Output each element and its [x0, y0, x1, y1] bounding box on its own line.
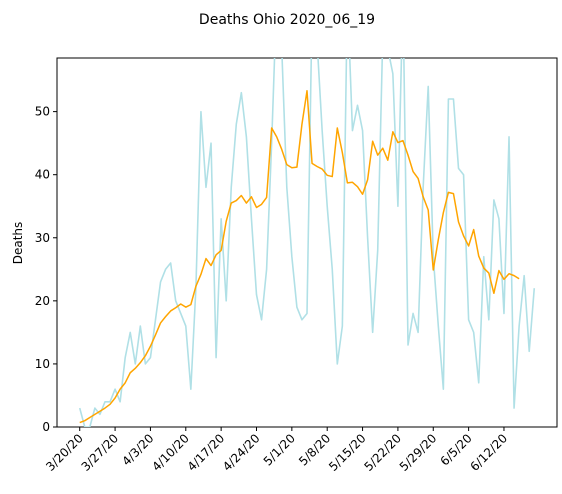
x-tick-label: 5/1/20 — [261, 431, 298, 468]
x-tick-label: 6/12/20 — [467, 431, 510, 474]
x-tick-label: 5/29/20 — [397, 431, 440, 474]
plot-area: 0 10 20 30 40 50 3/20/203/27/204/3/204/10/204… — [35, 57, 558, 474]
series-line-1 — [78, 58, 536, 427]
x-tick-label: 3/20/20 — [43, 431, 86, 474]
plot-frame — [56, 57, 558, 428]
x-tick-label: 4/10/20 — [149, 431, 192, 474]
x-tick-label: 5/15/20 — [326, 431, 369, 474]
y-tick-label: 0 — [42, 420, 50, 434]
series-line-2 — [79, 90, 520, 424]
y-tick-label: 30 — [35, 231, 50, 245]
y-tick-label: 20 — [35, 294, 50, 308]
y-tick-label: 50 — [35, 105, 50, 119]
chart-title: Deaths Ohio 2020_06_19 — [199, 12, 375, 28]
x-tick-label: 4/17/20 — [185, 431, 228, 474]
y-axis-label: Deaths — [11, 222, 25, 265]
x-axis: 3/20/203/27/204/3/204/10/204/17/204/24/2… — [43, 427, 510, 474]
series-layer — [78, 58, 536, 427]
y-tick-label: 40 — [35, 168, 50, 182]
x-tick-label: 4/24/20 — [220, 431, 263, 474]
x-tick-label: 5/22/20 — [361, 431, 404, 474]
y-tick-label: 10 — [35, 357, 50, 371]
y-axis: 0 10 20 30 40 50 — [35, 105, 57, 434]
x-tick-label: 3/27/20 — [79, 431, 122, 474]
